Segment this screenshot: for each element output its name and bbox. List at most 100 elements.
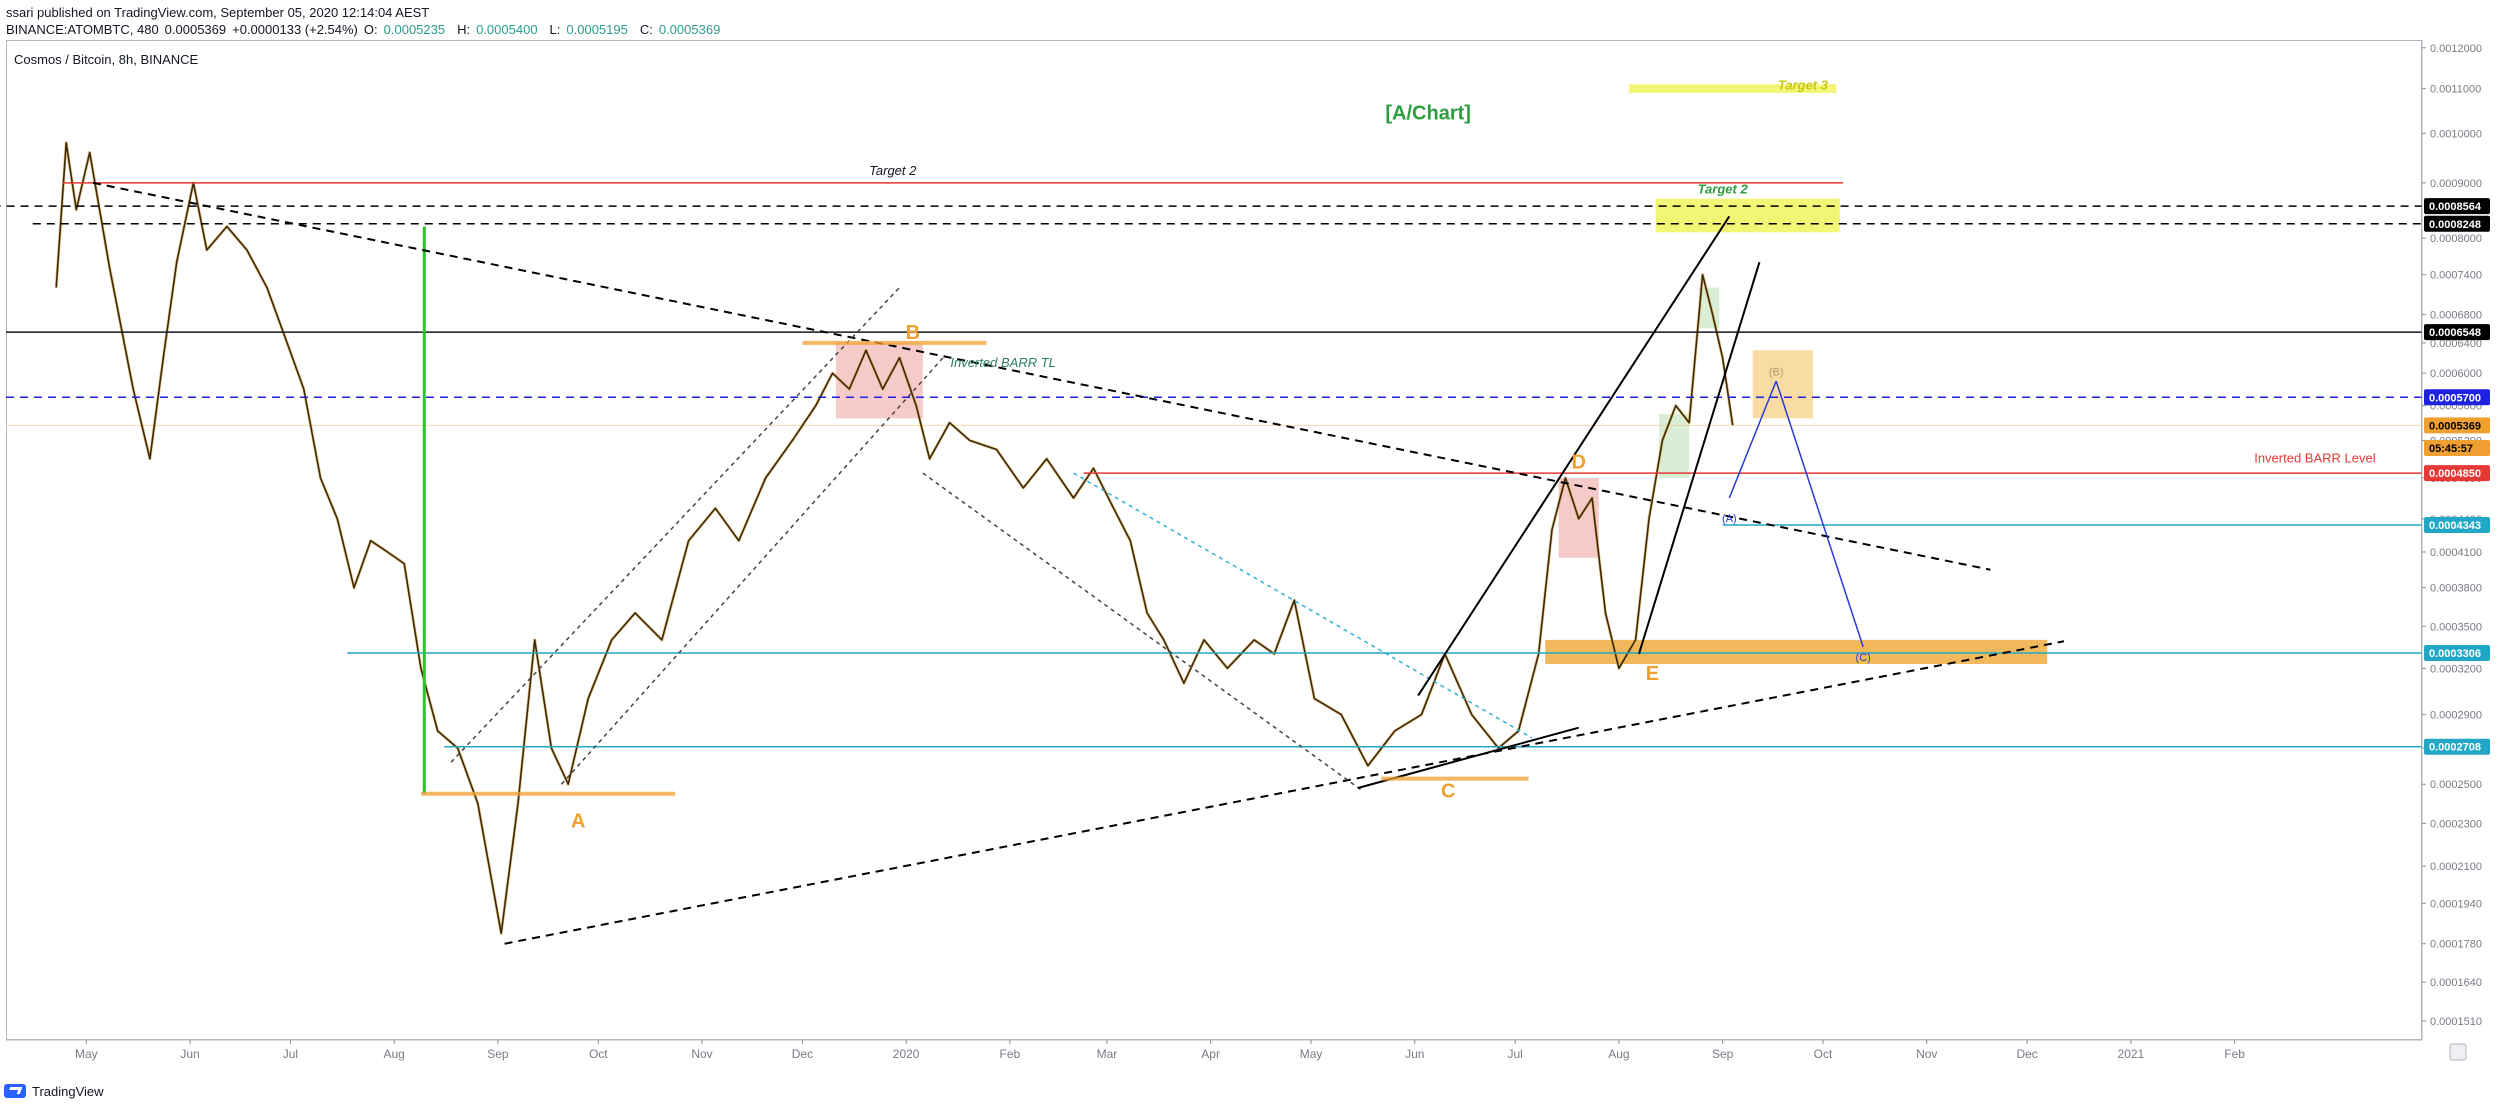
- price-tag: [2424, 738, 2490, 755]
- y-tick-label: 0.0002100: [2430, 861, 2482, 873]
- symbol-label: BINANCE:ATOMBTC, 480: [6, 22, 159, 37]
- zone-green_soft: [1659, 414, 1690, 478]
- y-tick-label: 0.0006800: [2430, 309, 2482, 321]
- price-tag: [2424, 389, 2490, 406]
- price-change: +0.0000133 (+2.54%): [232, 22, 358, 37]
- x-tick-label: Dec: [792, 1047, 813, 1061]
- y-tick-label: 0.0001640: [2430, 977, 2482, 989]
- ohlc-line: BINANCE:ATOMBTC, 480 0.0005369 +0.0000133 …: [6, 21, 732, 38]
- x-tick-label: Jul: [1507, 1047, 1522, 1061]
- price-tag: [2424, 324, 2490, 341]
- open-label: O:: [363, 22, 378, 37]
- y-tick-label: 0.0003800: [2430, 583, 2482, 595]
- price-tag-label: 0.0002708: [2429, 742, 2481, 754]
- y-tick-label: 0.0007400: [2430, 270, 2482, 282]
- y-tick-label: 0.0008000: [2430, 233, 2482, 245]
- x-tick-label: 2021: [2118, 1047, 2145, 1061]
- x-tick-label: Oct: [1814, 1047, 1833, 1061]
- price-tag-label: 0.0008248: [2429, 219, 2481, 231]
- x-tick-label: Aug: [383, 1047, 404, 1061]
- x-tick-label: Jun: [1405, 1047, 1424, 1061]
- line-proj: [1728, 380, 1777, 499]
- annotation-11: (A): [1722, 513, 1737, 525]
- price-tag: [2424, 439, 2490, 456]
- y-tick-label: 0.0012000: [2430, 43, 2482, 55]
- y-tick-label: 0.0009000: [2430, 178, 2482, 190]
- line-proj: [1775, 380, 1864, 648]
- price-series-glow: [54, 141, 1735, 935]
- x-tick-label: Sep: [487, 1047, 509, 1061]
- x-tick-label: Jul: [283, 1047, 298, 1061]
- high-label: H:: [457, 22, 471, 37]
- published-line: ssari published on TradingView.com, Sept…: [6, 5, 430, 20]
- x-tick-label: 2020: [893, 1047, 920, 1061]
- x-tick-label: Jun: [180, 1047, 199, 1061]
- x-tick-label: Feb: [1000, 1047, 1021, 1061]
- y-tick-label: 0.0003200: [2430, 663, 2482, 675]
- high-value: 0.0005400: [476, 22, 538, 37]
- y-tick-label: 0.0002500: [2430, 779, 2482, 791]
- x-tick-label: Apr: [1201, 1047, 1220, 1061]
- zone-b_zone: [1752, 350, 1813, 419]
- open-value: 0.0005235: [383, 22, 446, 37]
- y-tick-label: 0.0006000: [2430, 368, 2482, 380]
- annotation-12: (B): [1769, 367, 1784, 379]
- x-tick-label: Sep: [1712, 1047, 1734, 1061]
- line-channel: [560, 357, 944, 785]
- chart-header: ssari published on TradingView.com, Sept…: [6, 4, 732, 38]
- price-series: [55, 142, 1734, 935]
- line-channel_light: [1073, 472, 1533, 739]
- line-wedge_solid: [1417, 215, 1731, 697]
- y-tick-label: 0.0001780: [2430, 939, 2482, 951]
- price-tag: [2424, 417, 2490, 434]
- annotation-0: [A/Chart]: [1385, 102, 1471, 124]
- annotation-13: (C): [1856, 652, 1871, 664]
- line-wedge_solid: [1638, 261, 1761, 655]
- annotation-7: B: [906, 322, 920, 344]
- chart-title: Cosmos / Bitcoin, 8h, BINANCE: [14, 52, 199, 67]
- y-tick-label: 0.0011000: [2430, 84, 2481, 96]
- annotation-8: C: [1441, 781, 1455, 803]
- price-tag: [2424, 645, 2490, 662]
- y-tick-label: 0.0001510: [2430, 1016, 2482, 1028]
- x-tick-label: Mar: [1097, 1047, 1118, 1061]
- x-tick-label: Nov: [1916, 1047, 1937, 1061]
- price-tag-label: 0.0005700: [2429, 392, 2481, 404]
- x-tick-label: May: [75, 1047, 98, 1061]
- tradingview-logo-icon: [4, 1084, 26, 1098]
- price-tag-label: 0.0004343: [2429, 520, 2481, 532]
- annotation-2: Target 2: [1698, 181, 1749, 196]
- line-barr_tl: [92, 181, 1991, 571]
- x-tick-label: Aug: [1608, 1047, 1629, 1061]
- y-tick-label: 0.0010000: [2430, 128, 2482, 140]
- low-value: 0.0005195: [566, 22, 628, 37]
- low-label: L:: [549, 22, 561, 37]
- annotation-6: A: [571, 810, 585, 832]
- last-price: 0.0005369: [164, 22, 227, 37]
- price-tag-label: 0.0003306: [2429, 648, 2481, 660]
- price-tag: [2424, 465, 2490, 482]
- y-tick-label: 0.0002900: [2430, 710, 2482, 722]
- price-tag-label: 0.0006548: [2429, 327, 2481, 339]
- price-tag-label: 0.0005369: [2429, 420, 2481, 432]
- price-tag: [2424, 198, 2490, 215]
- x-tick-label: Dec: [2016, 1047, 2037, 1061]
- x-tick-label: May: [1300, 1047, 1323, 1061]
- annotation-3: Target 2: [869, 163, 917, 178]
- zone-e_zone: [1545, 639, 2048, 664]
- close-label: C:: [639, 22, 653, 37]
- x-tick-label: Nov: [691, 1047, 712, 1061]
- y-tick-label: 0.0004100: [2430, 547, 2482, 559]
- y-tick-label: 0.0001940: [2430, 898, 2482, 910]
- annotation-9: D: [1572, 451, 1586, 473]
- auto-scale-icon[interactable]: [2449, 1043, 2467, 1061]
- line-channel: [922, 472, 1362, 791]
- price-tag-label: 0.0004850: [2429, 468, 2481, 480]
- annotation-5: Inverted BARR Level: [2254, 451, 2376, 466]
- line-lower_tl: [504, 640, 2065, 945]
- price-tag: [2424, 516, 2490, 533]
- zone-target2_box: [1655, 198, 1840, 233]
- y-tick-label: 0.0006400: [2430, 338, 2482, 350]
- price-tag-label: 0.0008564: [2429, 201, 2482, 213]
